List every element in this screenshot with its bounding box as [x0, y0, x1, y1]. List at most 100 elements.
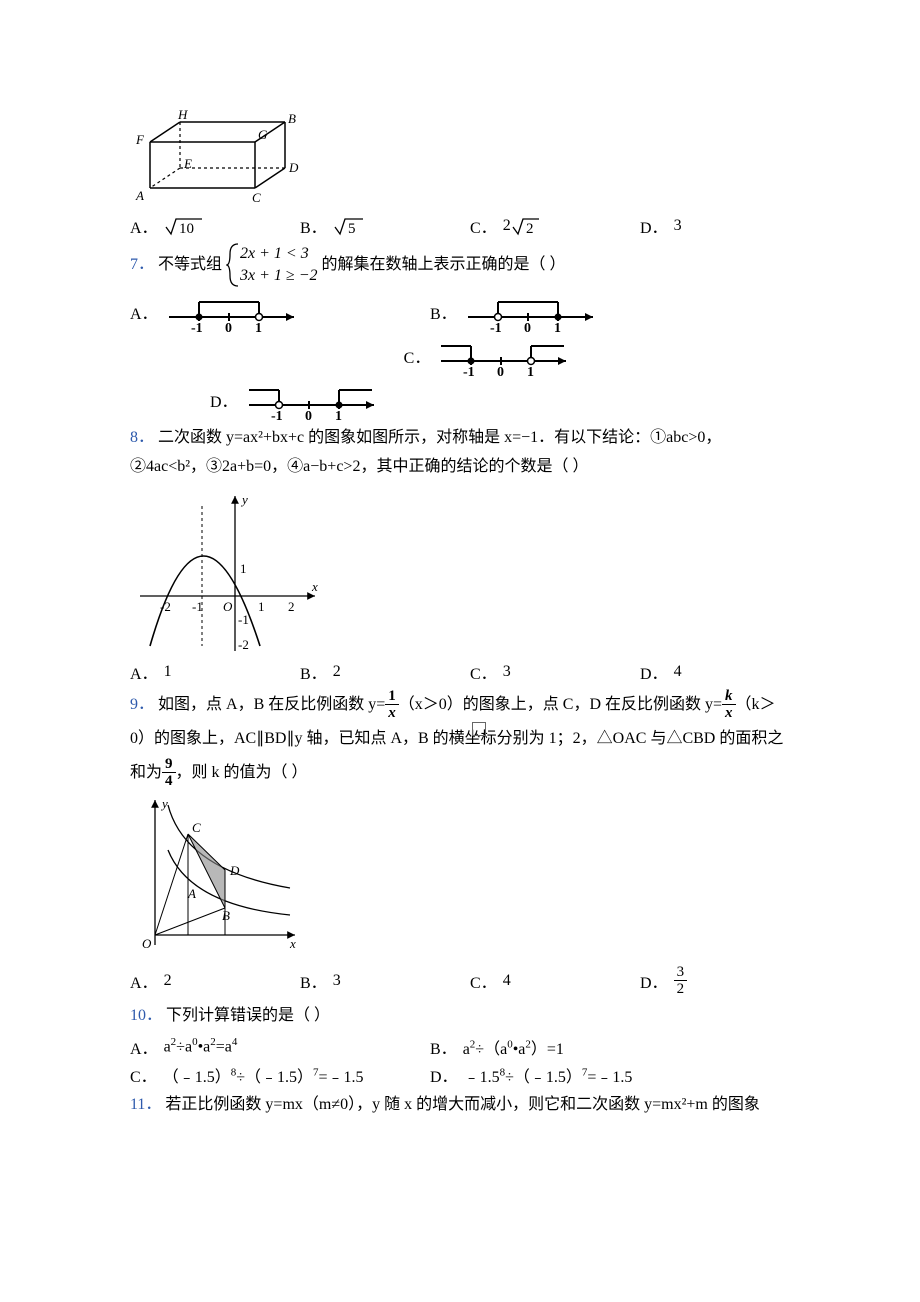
stem-text: 若正比例函数 y=mx（m≠0），y 随 x 的增大而减小，则它和二次函数 y=… [165, 1096, 759, 1113]
q9-option-D[interactable]: D． 32 [640, 964, 760, 998]
svg-text:5: 5 [348, 221, 356, 237]
q6-option-A[interactable]: A． 10 [130, 214, 300, 238]
svg-text:D: D [288, 160, 299, 175]
fraction: 32 [674, 964, 688, 998]
stem-text: 如图，点 A，B 在反比例函数 y= [158, 696, 385, 713]
q6-option-C[interactable]: C． 2 2 [470, 214, 640, 238]
q8-options: A．1 B．2 C．3 D．4 [130, 660, 790, 684]
option-label: D． [640, 214, 668, 238]
svg-text:x: x [311, 579, 318, 594]
svg-text:G: G [258, 127, 268, 142]
q8-option-A[interactable]: A．1 [130, 660, 300, 684]
stem-text: ，则 k 的值为（ ） [176, 764, 308, 781]
svg-text:0: 0 [497, 365, 504, 376]
option-text: 1 [164, 663, 172, 681]
svg-text:A: A [135, 188, 144, 203]
svg-text:1: 1 [240, 561, 247, 576]
option-label: B． [300, 214, 327, 238]
stem-text: 的解集在数轴上表示正确的是（ ） [322, 251, 566, 280]
q7-option-C[interactable]: C． -1 0 1 [404, 336, 577, 376]
svg-text:-1: -1 [463, 365, 475, 376]
stem-text: 二次函数 y=ax²+bx+c 的图象如图所示，对称轴是 x=−1．有以下结论：… [130, 429, 721, 475]
q6-option-B[interactable]: B． 5 [300, 214, 470, 238]
q10-option-C[interactable]: C．（﹣1.5）8÷（﹣1.5）7=﹣1.5 [130, 1063, 430, 1087]
q9-option-B[interactable]: B．3 [300, 964, 470, 998]
fraction: 94 [162, 756, 176, 790]
option-label: B． [430, 300, 457, 324]
svg-text:-1: -1 [490, 321, 502, 332]
stem-text: 不等式组 [158, 251, 222, 280]
svg-text:B: B [222, 908, 230, 923]
svg-text:B: B [288, 111, 296, 126]
brace-icon [226, 242, 240, 288]
svg-text:y: y [160, 796, 168, 811]
stem-text: 下列计算错误的是（ ） [166, 1002, 330, 1031]
svg-text:0: 0 [524, 321, 531, 332]
svg-text:y: y [240, 492, 248, 507]
option-text: 4 [503, 972, 511, 990]
inequality-bot: 3x + 1 ≥ −2 [240, 265, 317, 287]
option-label: C． [470, 214, 497, 238]
svg-text:1: 1 [335, 409, 342, 420]
svg-text:1: 1 [258, 599, 265, 614]
svg-text:-1: -1 [192, 599, 203, 614]
page-marker-icon [470, 720, 488, 738]
option-text: 4 [674, 663, 682, 681]
svg-text:C: C [192, 820, 201, 835]
svg-text:F: F [135, 132, 145, 147]
numberline-icon: -1 0 1 [436, 336, 576, 376]
q9-graph: O y x C D A B [130, 790, 790, 960]
q9-option-C[interactable]: C．4 [470, 964, 640, 998]
q7-stem: 7． 不等式组 2x + 1 < 3 3x + 1 ≥ −2 的解集在数轴上表示… [130, 242, 790, 288]
q9-stem: 9．如图，点 A，B 在反比例函数 y=1x（x＞0）的图象上，点 C，D 在反… [130, 688, 790, 790]
sqrt-icon: 10 [164, 215, 204, 237]
q10-stem: 10． 下列计算错误的是（ ） [130, 1002, 790, 1031]
svg-text:10: 10 [179, 221, 194, 237]
option-text: 3 [674, 217, 682, 235]
svg-text:H: H [177, 110, 188, 122]
option-label: C． [404, 344, 431, 368]
q6-cuboid-figure: H B G F E D A C [130, 110, 790, 210]
question-number: 10． [130, 1002, 162, 1031]
svg-text:2: 2 [526, 221, 534, 237]
fraction: 1x [385, 688, 399, 722]
q9-option-A[interactable]: A．2 [130, 964, 300, 998]
q8-stem: 8．二次函数 y=ax²+bx+c 的图象如图所示，对称轴是 x=−1．有以下结… [130, 424, 790, 482]
q7-option-A[interactable]: A． -1 0 1 [130, 292, 430, 332]
svg-text:1: 1 [255, 321, 262, 332]
q6-options: A． 10 B． 5 C． 2 2 D． 3 [130, 214, 790, 238]
q6-option-D[interactable]: D． 3 [640, 214, 760, 238]
q8-option-B[interactable]: B．2 [300, 660, 470, 684]
q8-option-C[interactable]: C．3 [470, 660, 640, 684]
q10-option-D[interactable]: D．﹣1.58÷（﹣1.5）7=﹣1.5 [430, 1063, 632, 1087]
q10-option-A[interactable]: A．a2÷a0•a2=a4 [130, 1035, 430, 1059]
question-number: 9． [130, 696, 154, 713]
svg-text:O: O [223, 599, 233, 614]
q7-option-D[interactable]: D． -1 0 1 [210, 380, 384, 420]
svg-text:E: E [183, 156, 192, 171]
option-text: 3 [503, 663, 511, 681]
question-number: 8． [130, 429, 154, 446]
svg-text:2: 2 [288, 599, 295, 614]
option-label: D． [210, 388, 238, 412]
q8-option-D[interactable]: D．4 [640, 660, 760, 684]
option-text: 2 [333, 663, 341, 681]
q7-option-B[interactable]: B． -1 0 1 [430, 292, 603, 332]
svg-text:-2: -2 [238, 637, 249, 652]
option-text: a2÷a0•a2=a4 [164, 1036, 238, 1056]
sqrt-icon: 5 [333, 215, 365, 237]
fraction: kx [722, 688, 736, 722]
svg-text:1: 1 [527, 365, 534, 376]
svg-text:0: 0 [225, 321, 232, 332]
option-label: A． [130, 300, 158, 324]
q10-option-B[interactable]: B．a2÷（a0•a2）=1 [430, 1035, 564, 1059]
inequality-top: 2x + 1 < 3 [240, 243, 317, 265]
numberline-icon: -1 0 1 [244, 380, 384, 420]
svg-text:-1: -1 [238, 612, 249, 627]
svg-text:x: x [289, 936, 296, 951]
q9-options: A．2 B．3 C．4 D． 32 [130, 964, 790, 998]
svg-text:C: C [252, 190, 261, 205]
svg-text:1: 1 [554, 321, 561, 332]
q8-graph: -2 -1 O 1 2 1 -1 -2 y x [130, 486, 790, 656]
option-text: （﹣1.5）8÷（﹣1.5）7=﹣1.5 [163, 1063, 364, 1087]
